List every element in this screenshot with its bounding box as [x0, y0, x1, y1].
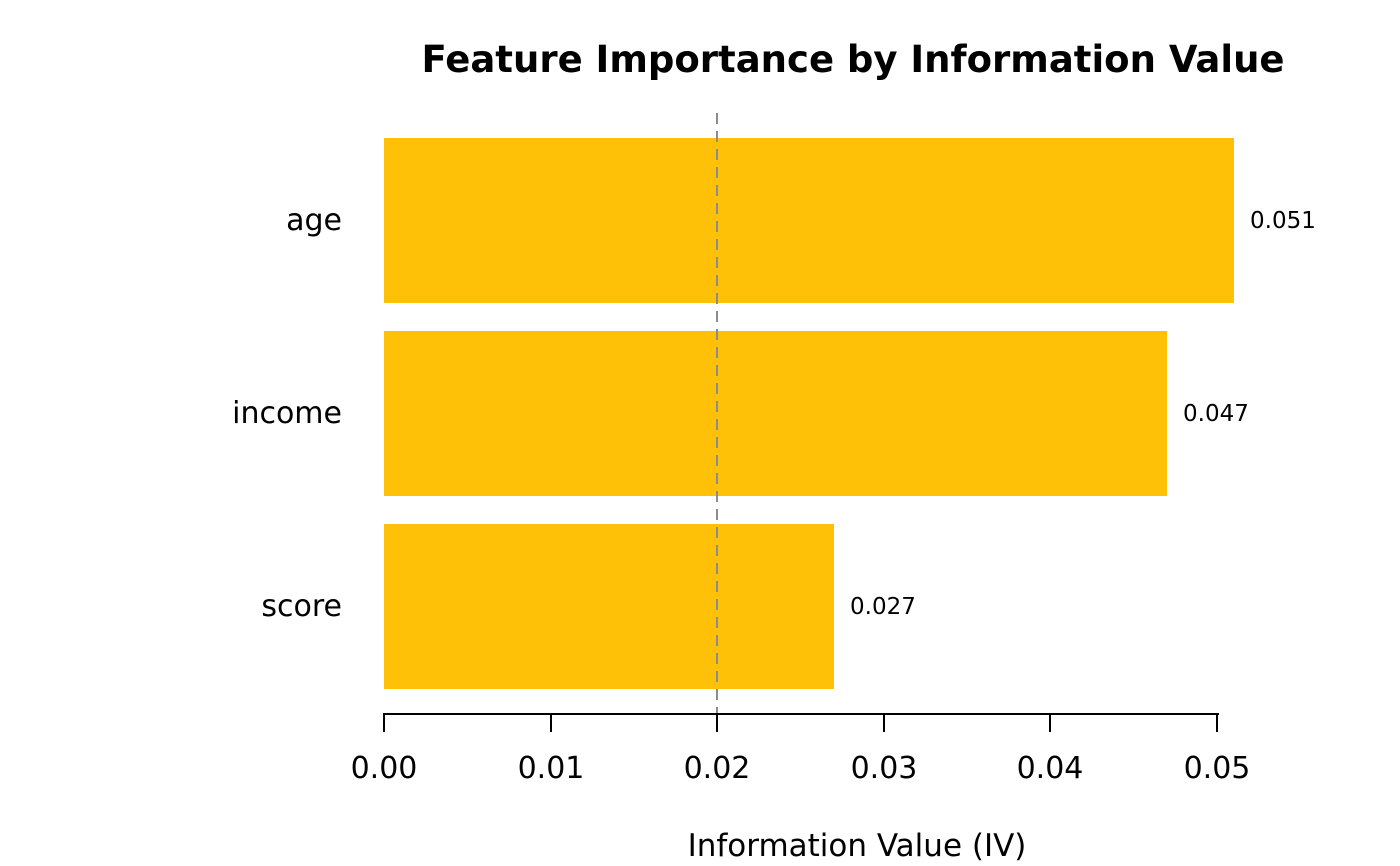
x-axis-tick-0.00 — [383, 715, 385, 732]
reference-line — [716, 113, 718, 713]
category-label-score: score — [261, 589, 342, 624]
x-axis-tick-0.04 — [1049, 715, 1051, 732]
bar-score — [384, 524, 834, 689]
value-label-income: 0.047 — [1183, 400, 1249, 427]
x-axis-tick-0.03 — [883, 715, 885, 732]
x-axis-tick-0.01 — [550, 715, 552, 732]
value-label-score: 0.027 — [850, 593, 916, 620]
x-tick-label-0.00: 0.00 — [350, 751, 418, 786]
x-axis-label: Information Value (IV) — [687, 828, 1027, 864]
bar-income — [384, 331, 1167, 496]
x-tick-label-0.05: 0.05 — [1183, 751, 1251, 786]
x-axis-tick-0.02 — [716, 715, 718, 732]
x-tick-label-0.04: 0.04 — [1016, 751, 1084, 786]
category-label-income: income — [232, 396, 342, 431]
x-axis-tick-0.05 — [1216, 715, 1218, 732]
chart-title: Feature Importance by Information Value — [421, 38, 1285, 81]
x-tick-label-0.03: 0.03 — [850, 751, 918, 786]
category-label-age: age — [286, 203, 342, 238]
x-tick-label-0.02: 0.02 — [683, 751, 751, 786]
value-label-age: 0.051 — [1250, 207, 1316, 234]
x-tick-label-0.01: 0.01 — [517, 751, 585, 786]
bar-age — [384, 138, 1234, 303]
x-axis-line — [383, 713, 1219, 715]
